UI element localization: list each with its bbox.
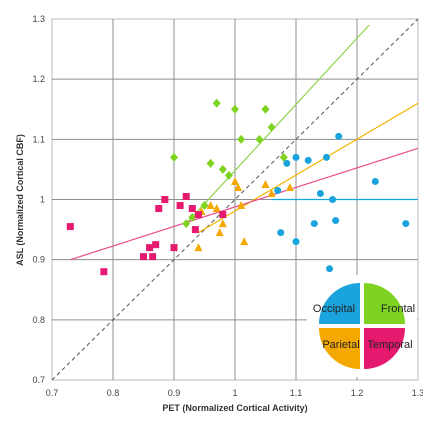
point-parietal [237, 201, 246, 210]
point-occipital [371, 177, 379, 185]
fit-line-temporal [70, 147, 419, 261]
point-frontal [237, 134, 246, 144]
x-axis-title: PET (Normalized Cortical Activity) [162, 403, 307, 413]
point-frontal [188, 213, 197, 223]
y-axis-ticks: 0.7 0.8 0.9 1 1.1 1.2 1.3 [32, 14, 45, 385]
legend-slice-occipital [319, 283, 360, 324]
legend-label-occipital: Occipital [313, 303, 355, 315]
point-parietal [234, 182, 243, 191]
fit-line-parietal [198, 102, 419, 234]
point-temporal [140, 253, 147, 261]
point-occipital [310, 220, 318, 228]
legend-slice-temporal [364, 328, 405, 369]
point-temporal [100, 268, 108, 276]
point-frontal [200, 201, 209, 211]
legend-label-temporal: Temporal [367, 339, 412, 351]
legend-label-parietal: Parietal [322, 339, 359, 351]
point-parietal [215, 228, 224, 237]
point-occipital [277, 229, 285, 237]
point-parietal [206, 201, 215, 210]
point-parietal [194, 243, 203, 252]
point-temporal [191, 226, 199, 234]
point-parietal [285, 182, 294, 191]
point-occipital [323, 153, 330, 161]
legend-slice-parietal [319, 328, 360, 369]
x-tick-label: 1.3 [412, 388, 423, 398]
y-tick-label: 1 [40, 195, 45, 205]
point-frontal [182, 219, 191, 229]
point-parietal [231, 176, 239, 185]
point-frontal [231, 104, 239, 114]
x-tick-label: 0.7 [46, 388, 59, 398]
point-occipital [316, 189, 324, 197]
legend-pie: Frontal Temporal Parietal Occipital [307, 275, 417, 377]
point-frontal [261, 104, 270, 114]
point-occipital [304, 156, 312, 164]
x-tick-label: 0.8 [107, 388, 120, 398]
point-temporal [219, 211, 227, 219]
point-occipital [292, 153, 300, 161]
point-temporal [155, 205, 163, 213]
point-temporal [161, 196, 169, 203]
point-temporal [194, 211, 202, 219]
y-tick-label: 1.3 [32, 14, 45, 24]
point-temporal [188, 205, 196, 213]
point-parietal [212, 204, 221, 213]
point-parietal [261, 179, 270, 188]
y-tick-label: 0.8 [32, 315, 45, 325]
point-occipital [329, 196, 337, 203]
point-frontal [267, 122, 276, 132]
point-temporal [152, 241, 160, 249]
point-frontal [170, 152, 178, 162]
y-axis-title: ASL (Normalized Cortical CBF) [15, 134, 25, 266]
point-parietal [240, 237, 249, 246]
point-occipital [292, 238, 300, 246]
identity-line [51, 18, 419, 381]
point-occipital [326, 265, 334, 273]
fit-lines [70, 24, 419, 261]
legend-background [307, 275, 417, 377]
point-occipital [283, 159, 291, 167]
x-tick-label: 1 [232, 388, 237, 398]
point-occipital [274, 186, 282, 194]
point-temporal [149, 253, 157, 261]
legend-slice-frontal [364, 283, 405, 324]
point-temporal [146, 244, 154, 252]
x-axis-ticks: 0.7 0.8 0.9 1 1.1 1.2 1.3 [46, 388, 423, 398]
point-frontal [224, 170, 233, 180]
point-parietal [218, 219, 227, 228]
fit-line-frontal [185, 24, 370, 224]
point-temporal [170, 244, 178, 252]
point-frontal [279, 152, 288, 162]
legend-label-frontal: Frontal [381, 303, 415, 315]
y-tick-label: 0.7 [32, 375, 45, 385]
point-frontal [212, 98, 221, 108]
point-parietal [267, 188, 276, 197]
x-tick-label: 1.2 [351, 388, 364, 398]
point-temporal [182, 192, 190, 200]
x-tick-label: 0.9 [168, 388, 181, 398]
point-frontal [218, 164, 227, 174]
point-occipital [332, 217, 340, 225]
point-frontal [206, 158, 215, 168]
data-points [66, 98, 410, 276]
y-tick-label: 1.1 [32, 134, 45, 144]
point-temporal [176, 202, 184, 210]
x-tick-label: 1.1 [290, 388, 303, 398]
point-frontal [255, 134, 264, 144]
point-occipital [402, 220, 410, 228]
y-tick-label: 1.2 [32, 74, 45, 84]
point-occipital [335, 132, 343, 140]
point-temporal [66, 223, 74, 231]
y-tick-label: 0.9 [32, 255, 45, 265]
